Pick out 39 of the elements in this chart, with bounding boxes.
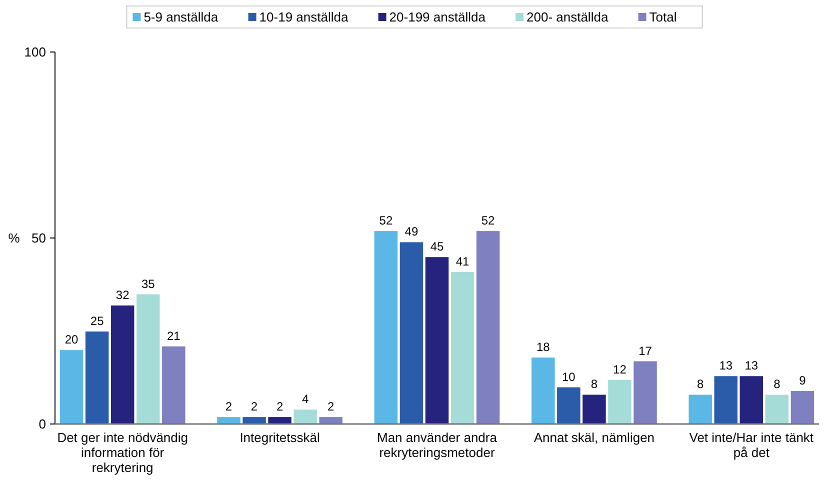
- data-label: 4: [302, 392, 309, 406]
- data-label: 2: [328, 400, 335, 414]
- x-tick-label: Annat skäl, nämligen: [534, 430, 655, 445]
- data-label: 52: [379, 214, 393, 228]
- data-label: 8: [697, 377, 704, 392]
- data-label: 2: [250, 400, 258, 414]
- x-tick-label: Vet inte/Har inte tänkt på det: [689, 430, 814, 460]
- data-label: 2: [276, 400, 284, 414]
- x-tick-label: Integritetsskäl: [240, 430, 320, 445]
- legend-label: 200- anställda: [526, 10, 609, 25]
- data-label: 10: [562, 370, 576, 384]
- legend-label: 5-9 anställda: [144, 10, 219, 25]
- legend-label: Total: [649, 10, 677, 25]
- x-tick-label: Det ger inte nödvändig information för rekrytering: [57, 430, 188, 475]
- data-label: 45: [430, 240, 444, 254]
- data-label: 25: [90, 314, 104, 328]
- legend-label: 10-19 anställda: [259, 10, 349, 25]
- legend-label: 20-199 anställda: [389, 10, 486, 25]
- x-tick-label: Man använder andra rekryteringsmetoder: [377, 430, 498, 460]
- data-label: 32: [116, 288, 130, 302]
- data-label: 12: [613, 362, 627, 376]
- data-label: 21: [166, 328, 181, 343]
- data-label: 17: [638, 344, 652, 358]
- data-label: 13: [744, 358, 758, 373]
- data-label: 2: [225, 400, 232, 414]
- data-label: 13: [719, 358, 733, 373]
- data-label: 52: [481, 214, 496, 228]
- y-axis-title: %: [8, 230, 20, 246]
- y-tick-label: 100: [24, 44, 46, 60]
- data-label: 41: [456, 254, 470, 268]
- y-tick-label: 0: [38, 416, 46, 432]
- data-label: 9: [799, 374, 806, 388]
- data-label: 35: [141, 276, 156, 291]
- data-label: 18: [536, 340, 550, 354]
- data-label: 8: [774, 377, 781, 392]
- data-label: 20: [64, 332, 79, 347]
- data-label: 8: [590, 377, 598, 392]
- data-label: 49: [404, 224, 418, 239]
- y-tick-label: 50: [32, 230, 46, 246]
